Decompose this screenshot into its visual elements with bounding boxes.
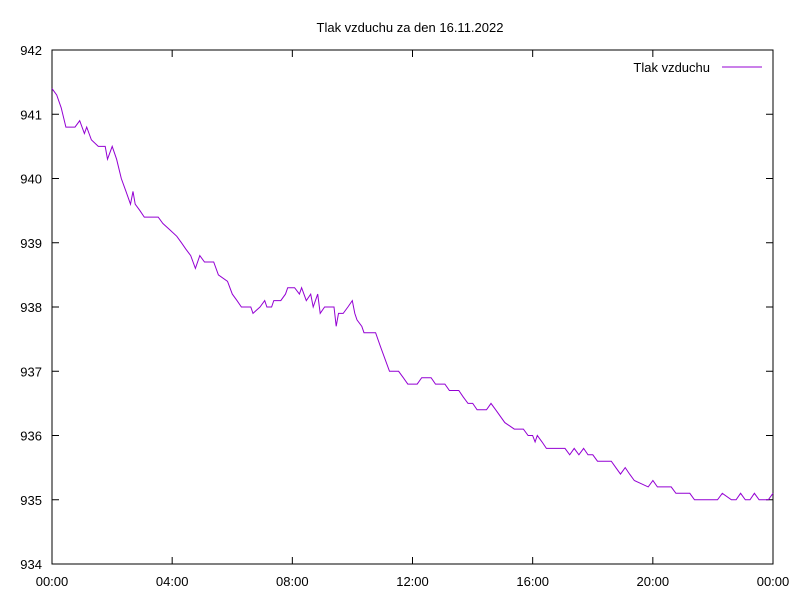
x-tick-label: 08:00 (276, 574, 309, 589)
y-tick-label: 939 (20, 236, 42, 251)
chart-title: Tlak vzduchu za den 16.11.2022 (317, 20, 504, 35)
x-tick-label: 20:00 (637, 574, 670, 589)
x-axis: 00:00 04:00 08:00 12:00 16:00 20:00 00:00 (36, 50, 790, 589)
x-tick-label: 04:00 (156, 574, 189, 589)
y-axis: 934 935 936 937 938 939 940 941 942 (20, 43, 773, 572)
x-tick-label: 00:00 (36, 574, 69, 589)
legend-label: Tlak vzduchu (633, 60, 710, 75)
legend: Tlak vzduchu (633, 60, 762, 75)
series-line (51, 88, 774, 501)
y-tick-label: 941 (20, 107, 42, 122)
y-tick-label: 934 (20, 557, 42, 572)
x-tick-label: 00:00 (757, 574, 790, 589)
y-tick-label: 938 (20, 300, 42, 315)
x-tick-label: 12:00 (396, 574, 429, 589)
x-tick-label: 16:00 (516, 574, 549, 589)
y-tick-label: 940 (20, 172, 42, 187)
series-layer (51, 88, 774, 501)
y-tick-label: 936 (20, 429, 42, 444)
y-tick-label: 937 (20, 364, 42, 379)
y-tick-label: 935 (20, 493, 42, 508)
y-tick-label: 942 (20, 43, 42, 58)
